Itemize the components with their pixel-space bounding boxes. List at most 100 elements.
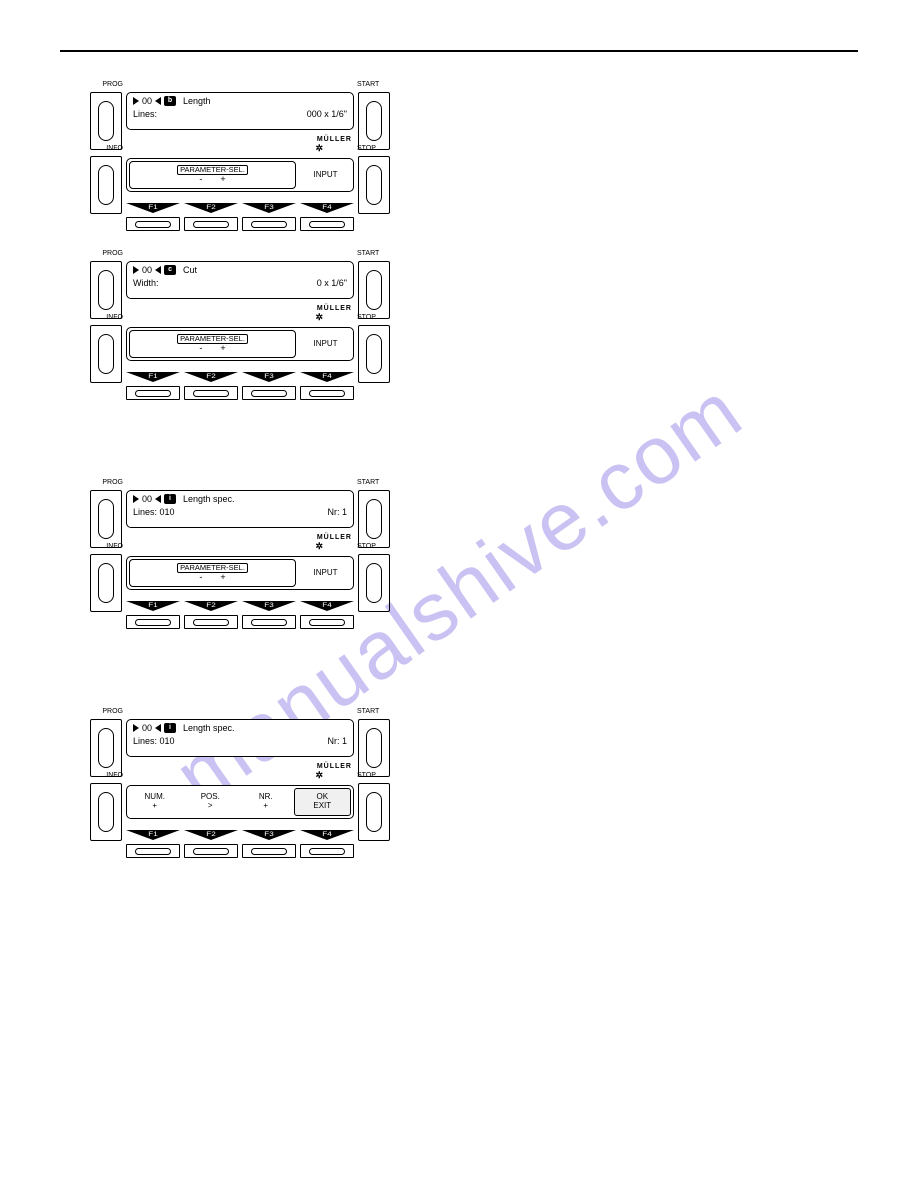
fkey-f3[interactable] [242, 615, 296, 629]
fkey-f2[interactable] [184, 844, 238, 858]
arrow-left-icon [155, 724, 161, 732]
fkey-f3[interactable] [242, 844, 296, 858]
brand-label: MÜLLER ✲ [126, 305, 354, 321]
svg-text:F4: F4 [322, 602, 331, 609]
softkey-cell: POS.> [183, 786, 239, 818]
side-label: START [357, 479, 397, 486]
control-panel: PROG INFO 00 i Length spec. Lines: 010 [90, 490, 390, 629]
gear-icon: ✲ [315, 313, 324, 321]
side-button-stop[interactable]: STOP [358, 156, 390, 214]
right-buttons: START STOP [358, 490, 390, 629]
softkey-group-label: PARAMETER-SEL. [177, 165, 248, 175]
side-button-prog[interactable]: PROG [90, 719, 122, 777]
softkey-display: PARAMETER-SEL. - + INPUT [126, 556, 354, 590]
mode-icon: i [164, 494, 176, 504]
fkey-indicator: F3 [242, 827, 296, 837]
display-index: 00 [142, 264, 152, 277]
side-label: STOP [357, 145, 397, 152]
fkey-f1[interactable] [126, 844, 180, 858]
side-button-stop[interactable]: STOP [358, 554, 390, 612]
svg-text:F2: F2 [206, 831, 215, 838]
fkey-indicator: F1 [126, 200, 180, 210]
side-button-start[interactable]: START [358, 92, 390, 150]
button-cap [366, 792, 382, 832]
mode-icon: i [164, 723, 176, 733]
fkey-f4[interactable] [300, 844, 354, 858]
button-cap [98, 270, 114, 310]
fkey-f3[interactable] [242, 386, 296, 400]
softkey-display: PARAMETER-SEL. - + INPUT [126, 327, 354, 361]
fkey-f2[interactable] [184, 386, 238, 400]
side-button-info[interactable]: INFO [90, 783, 122, 841]
svg-text:F1: F1 [148, 373, 157, 380]
right-buttons: START STOP [358, 92, 390, 231]
svg-text:F1: F1 [148, 204, 157, 211]
fkey-buttons [126, 615, 354, 629]
button-cap [98, 165, 114, 205]
fkey-f2[interactable] [184, 615, 238, 629]
side-button-start[interactable]: START [358, 719, 390, 777]
arrow-right-icon [133, 495, 139, 503]
fkey-indicators: F1 F2 F3 F4 [126, 369, 354, 379]
fkey-f1[interactable] [126, 386, 180, 400]
fkey-indicator: F1 [126, 598, 180, 608]
fkey-buttons [126, 386, 354, 400]
main-display: 00 c Cut Width: 0 x 1/6" [126, 261, 354, 299]
svg-text:F4: F4 [322, 373, 331, 380]
side-label: START [357, 81, 397, 88]
softkey-param-group: PARAMETER-SEL. - + [129, 330, 296, 358]
fkey-buttons [126, 844, 354, 858]
fkey-f4[interactable] [300, 615, 354, 629]
side-button-prog[interactable]: PROG [90, 490, 122, 548]
softkey-plus: + [220, 175, 225, 185]
side-label: STOP [357, 543, 397, 550]
softkey-display: NUM.+ POS.> NR.+ OKEXIT [126, 785, 354, 819]
center-display-area: 00 c Cut Width: 0 x 1/6" MÜLLER ✲ [126, 261, 354, 400]
side-button-start[interactable]: START [358, 490, 390, 548]
side-button-start[interactable]: START [358, 261, 390, 319]
fkey-f4[interactable] [300, 386, 354, 400]
button-cap [98, 792, 114, 832]
svg-text:F1: F1 [148, 831, 157, 838]
fkey-f2[interactable] [184, 217, 238, 231]
fkey-indicator: F2 [184, 598, 238, 608]
display-line2-left: Lines: 010 [133, 735, 175, 748]
display-line2-right: 0 x 1/6" [317, 277, 347, 290]
arrow-left-icon [155, 97, 161, 105]
fkey-indicator: F3 [242, 598, 296, 608]
fkey-f3[interactable] [242, 217, 296, 231]
fkey-indicator: F4 [300, 369, 354, 379]
side-button-info[interactable]: INFO [90, 156, 122, 214]
side-button-info[interactable]: INFO [90, 554, 122, 612]
rule-top [60, 50, 858, 52]
side-button-stop[interactable]: STOP [358, 783, 390, 841]
side-label: STOP [357, 772, 397, 779]
fkey-indicator: F2 [184, 200, 238, 210]
fkey-indicators: F1 F2 F3 F4 [126, 200, 354, 210]
brand-label: MÜLLER ✲ [126, 763, 354, 779]
svg-text:F3: F3 [264, 204, 273, 211]
side-button-info[interactable]: INFO [90, 325, 122, 383]
center-display-area: 00 i Length spec. Lines: 010 Nr: 1 MÜLLE… [126, 490, 354, 629]
left-buttons: PROG INFO [90, 719, 122, 858]
softkey-display: PARAMETER-SEL. - + INPUT [126, 158, 354, 192]
side-label: START [357, 250, 397, 257]
fkey-f1[interactable] [126, 615, 180, 629]
page: manualshive.com PROG INFO 00 b Length [0, 0, 918, 1188]
softkey-cell: NUM.+ [127, 786, 183, 818]
button-cap [366, 499, 382, 539]
center-display-area: 00 i Length spec. Lines: 010 Nr: 1 MÜLLE… [126, 719, 354, 858]
fkey-indicators: F1 F2 F3 F4 [126, 827, 354, 837]
fkey-f4[interactable] [300, 217, 354, 231]
svg-text:F2: F2 [206, 373, 215, 380]
fkey-f1[interactable] [126, 217, 180, 231]
svg-text:F1: F1 [148, 602, 157, 609]
side-button-stop[interactable]: STOP [358, 325, 390, 383]
display-title: Length [183, 95, 211, 108]
button-cap [366, 334, 382, 374]
softkey-input: INPUT [298, 328, 353, 360]
softkey-param-group: PARAMETER-SEL. - + [129, 161, 296, 189]
side-button-prog[interactable]: PROG [90, 92, 122, 150]
side-button-prog[interactable]: PROG [90, 261, 122, 319]
button-cap [366, 563, 382, 603]
